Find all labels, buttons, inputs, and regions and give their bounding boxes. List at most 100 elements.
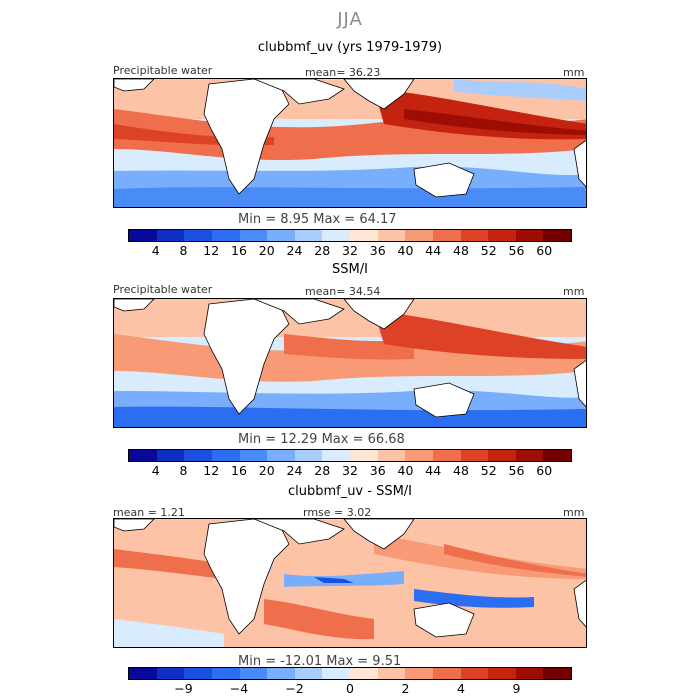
panel-2-mean: mean= 34.54 (305, 285, 381, 298)
colorbar-swatch (460, 450, 489, 461)
colorbar-tick-label: 16 (231, 463, 247, 478)
colorbar-swatch (156, 668, 185, 679)
panel-3-units: mm (563, 506, 585, 519)
colorbar-tick-label: 28 (314, 463, 331, 478)
colorbar-swatch (211, 450, 240, 461)
colorbar-swatch (267, 450, 295, 461)
colorbar-tick-label: 36 (369, 243, 386, 258)
colorbar-swatch (405, 668, 433, 679)
colorbar-swatch (267, 668, 295, 679)
colorbar-tick-label: 52 (480, 243, 497, 258)
panel-1-colorbar (128, 229, 572, 242)
panel-2-units: mm (563, 285, 585, 298)
colorbar-swatch (211, 230, 240, 241)
colorbar-tick-label: 4 (457, 681, 465, 696)
colorbar-swatch (488, 450, 516, 461)
colorbar-swatch (129, 450, 157, 461)
colorbar-tick-label: 20 (258, 463, 275, 478)
colorbar-tick-label: 12 (203, 463, 220, 478)
panel-3-title: clubbmf_uv - SSM/I (287, 484, 413, 499)
colorbar-tick-label: 12 (203, 243, 220, 258)
colorbar-swatch (322, 450, 350, 461)
colorbar-swatch (239, 668, 268, 679)
colorbar-tick-label: 16 (231, 243, 247, 258)
colorbar-tick-label: 20 (258, 243, 275, 258)
colorbar-tick-label: 36 (369, 463, 386, 478)
panel-1-map (113, 78, 587, 208)
panel-3-colorbar (128, 667, 572, 680)
colorbar-swatch (184, 230, 212, 241)
colorbar-swatch (405, 230, 433, 241)
colorbar-swatch (377, 230, 406, 241)
panel-2-colorbar-ticks: 4 8 12 16 20 24 28 32 36 40 44 48 52 56 60 (128, 463, 572, 479)
colorbar-tick-label: 8 (179, 463, 188, 478)
colorbar-tick-label: 28 (314, 243, 331, 258)
colorbar-swatch (267, 230, 295, 241)
panel-2-variable-label: Precipitable water (113, 283, 213, 296)
colorbar-tick-label: 44 (425, 243, 442, 258)
colorbar-tick-label: 48 (453, 243, 469, 258)
colorbar-swatch (239, 450, 268, 461)
panel-1-variable-label: Precipitable water (113, 64, 213, 77)
colorbar-swatch (515, 450, 544, 461)
colorbar-tick-label: 9 (512, 681, 521, 696)
colorbar-tick-label: 40 (397, 243, 414, 258)
colorbar-tick-label: 52 (480, 463, 497, 478)
colorbar-swatch (543, 230, 571, 241)
panel-3-mean: mean = 1.21 (113, 506, 185, 519)
colorbar-tick-label: 56 (508, 243, 525, 258)
panel-1-minmax: Min = 8.95 Max = 64.17 (238, 212, 397, 227)
colorbar-tick-label: −2 (285, 681, 304, 696)
colorbar-tick-label: 24 (286, 463, 303, 478)
panel-1-title: clubbmf_uv (yrs 1979-1979) (257, 40, 443, 55)
colorbar-tick-label: 4 (151, 243, 160, 258)
colorbar-swatch (488, 230, 516, 241)
colorbar-swatch (350, 450, 378, 461)
panel-1-field (114, 79, 586, 207)
colorbar-swatch (322, 668, 350, 679)
colorbar-swatch (405, 450, 433, 461)
panel-3-map (113, 518, 587, 648)
panel-1-units: mm (563, 66, 585, 79)
colorbar-swatch (294, 668, 323, 679)
colorbar-tick-label: 2 (401, 681, 410, 696)
panel-3-colorbar-ticks: −9 −4 −2 0 2 4 9 (128, 681, 572, 697)
colorbar-swatch (377, 450, 406, 461)
panel-2-map (113, 298, 587, 428)
colorbar-swatch (211, 668, 240, 679)
panel-3-rmse: rmse = 3.02 (303, 506, 372, 519)
panel-2-title: SSM/I (332, 262, 368, 277)
colorbar-swatch (432, 230, 461, 241)
colorbar-tick-label: 44 (425, 463, 442, 478)
colorbar-swatch (460, 230, 489, 241)
colorbar-tick-label: 56 (508, 463, 525, 478)
colorbar-tick-label: 8 (179, 243, 188, 258)
colorbar-swatch (239, 230, 268, 241)
panel-3-minmax: Min = -12.01 Max = 9.51 (238, 654, 402, 669)
colorbar-tick-label: 32 (342, 243, 358, 258)
colorbar-tick-label: 0 (346, 681, 354, 696)
colorbar-swatch (350, 668, 378, 679)
panel-2-field (114, 299, 586, 427)
colorbar-swatch (377, 668, 406, 679)
colorbar-swatch (488, 668, 516, 679)
colorbar-swatch (184, 450, 212, 461)
colorbar-swatch (129, 668, 157, 679)
colorbar-swatch (432, 450, 461, 461)
colorbar-swatch (129, 230, 157, 241)
colorbar-swatch (515, 230, 544, 241)
colorbar-swatch (350, 230, 378, 241)
colorbar-swatch (515, 668, 544, 679)
colorbar-swatch (543, 668, 571, 679)
colorbar-swatch (156, 450, 185, 461)
colorbar-swatch (294, 450, 323, 461)
panel-2-minmax: Min = 12.29 Max = 66.68 (238, 432, 405, 447)
colorbar-tick-label: −9 (174, 681, 193, 696)
colorbar-swatch (460, 668, 489, 679)
colorbar-tick-label: 40 (397, 463, 414, 478)
season-title: JJA (337, 9, 363, 30)
colorbar-tick-label: 4 (151, 463, 160, 478)
colorbar-swatch (543, 450, 571, 461)
colorbar-tick-label: 24 (286, 243, 303, 258)
panel-3-field (114, 519, 586, 647)
